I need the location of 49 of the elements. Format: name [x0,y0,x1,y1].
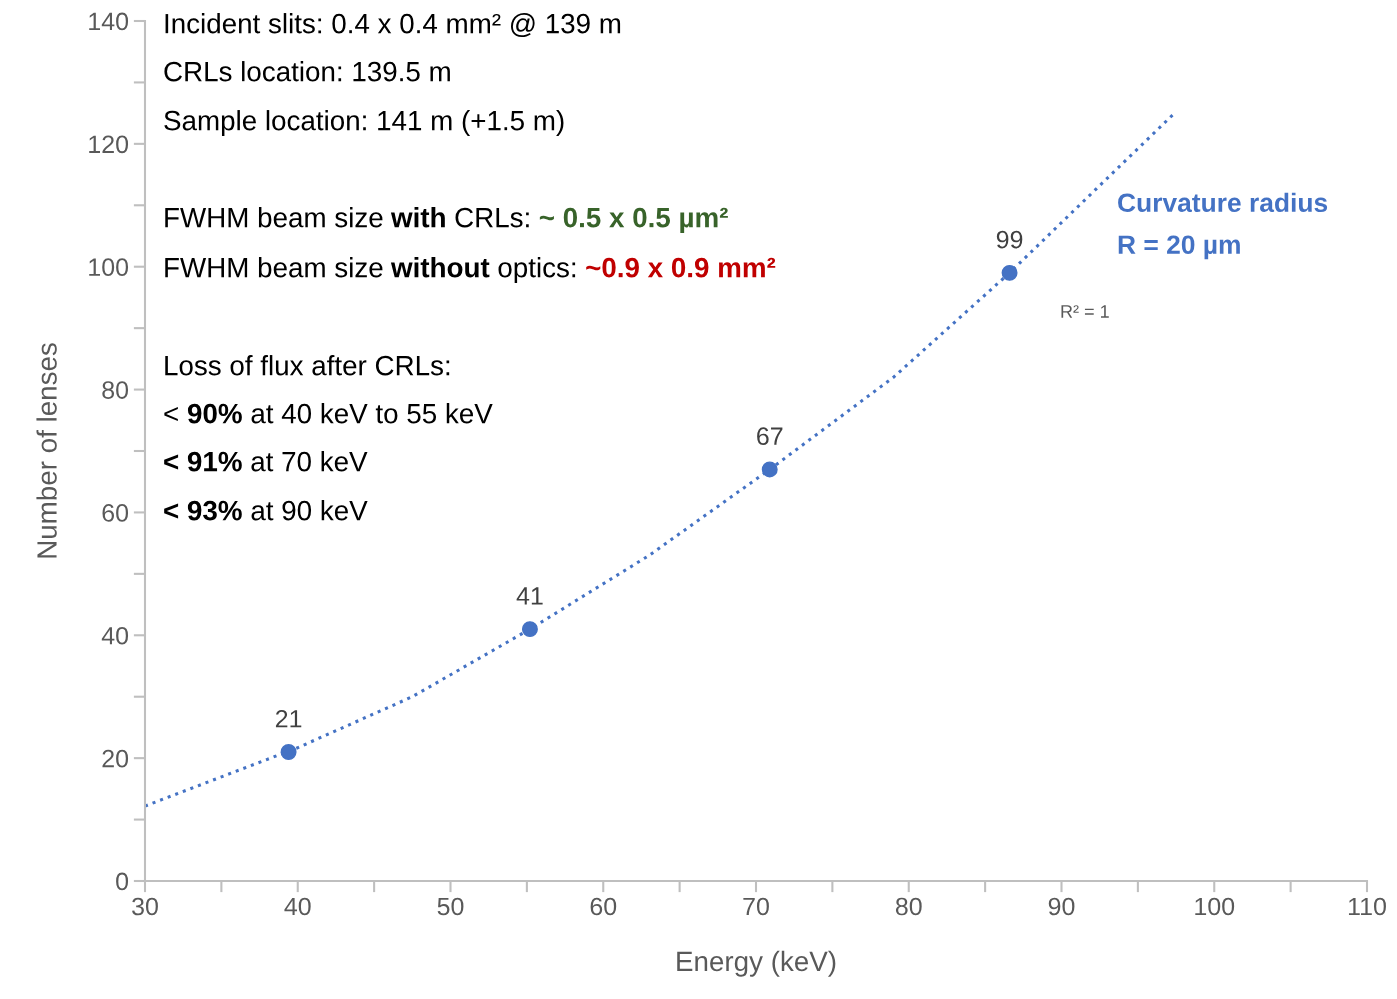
annotation: Sample location: 141 m (+1.5 m) [164,110,564,136]
annotation: FWHM beam size [165,257,383,278]
x-tick-label: 30 [132,897,158,916]
y-tick-label: 140 [89,12,129,31]
x-tick-label: 110 [1348,897,1386,916]
annotation: R² = 1 [1061,305,1109,318]
point [280,744,297,760]
data-label: 67 [757,427,783,446]
annotation: Loss of flux after CRLs: [165,355,450,376]
data-label: 41 [516,587,543,605]
x-tick-label: 80 [895,897,922,916]
annotation: with [390,207,445,228]
y-tick-label: 60 [102,504,129,522]
y-tick-label: 80 [102,381,129,399]
point [761,461,778,478]
annotation: < 93% [164,500,242,521]
x-tick-label: 60 [590,897,617,916]
point [521,621,538,638]
annotation: R = 20 µm [1118,235,1240,260]
y-tick-label: 40 [101,626,129,645]
annotation: at 70 keV [251,451,368,472]
x-axis-title: Energy (keV) [677,950,836,977]
y-tick-label: 120 [89,135,129,154]
annotation: < [164,406,178,422]
annotation: ~ 0.5 x 0.5 µm² [539,207,728,233]
data-label: 99 [996,230,1023,249]
annotation: at 40 keV to 55 keV [251,403,493,424]
annotation: at 90 keV [251,500,368,521]
x-tick-label: 40 [284,897,311,916]
y-axis-title: Number of lenses [36,343,57,558]
annotation: Incident slits: 0.4 x 0.4 mm² @ 139 m [165,13,621,38]
annotation: without [390,257,490,278]
annotation: FWHM beam size [165,207,383,228]
annotation: optics: [498,257,576,283]
y-tick-label: 20 [102,749,129,768]
x-tick-label: 90 [1048,897,1075,916]
y-tick-label: 0 [116,872,129,891]
data-label: 21 [275,709,302,728]
annotation: Curvature radius [1118,192,1328,213]
annotation: < 91% [164,451,242,472]
x-tick-label: 70 [743,897,769,916]
annotation: 90% [187,403,242,424]
x-tick-label: 50 [437,897,464,916]
annotation: ~0.9 x 0.9 mm² [586,257,776,278]
y-tick-label: 100 [89,258,129,277]
point [1001,264,1018,281]
annotation: CRLs location: 139.5 m [164,61,450,82]
x-tick-label: 100 [1195,897,1235,916]
annotation: CRLs: [455,207,529,228]
